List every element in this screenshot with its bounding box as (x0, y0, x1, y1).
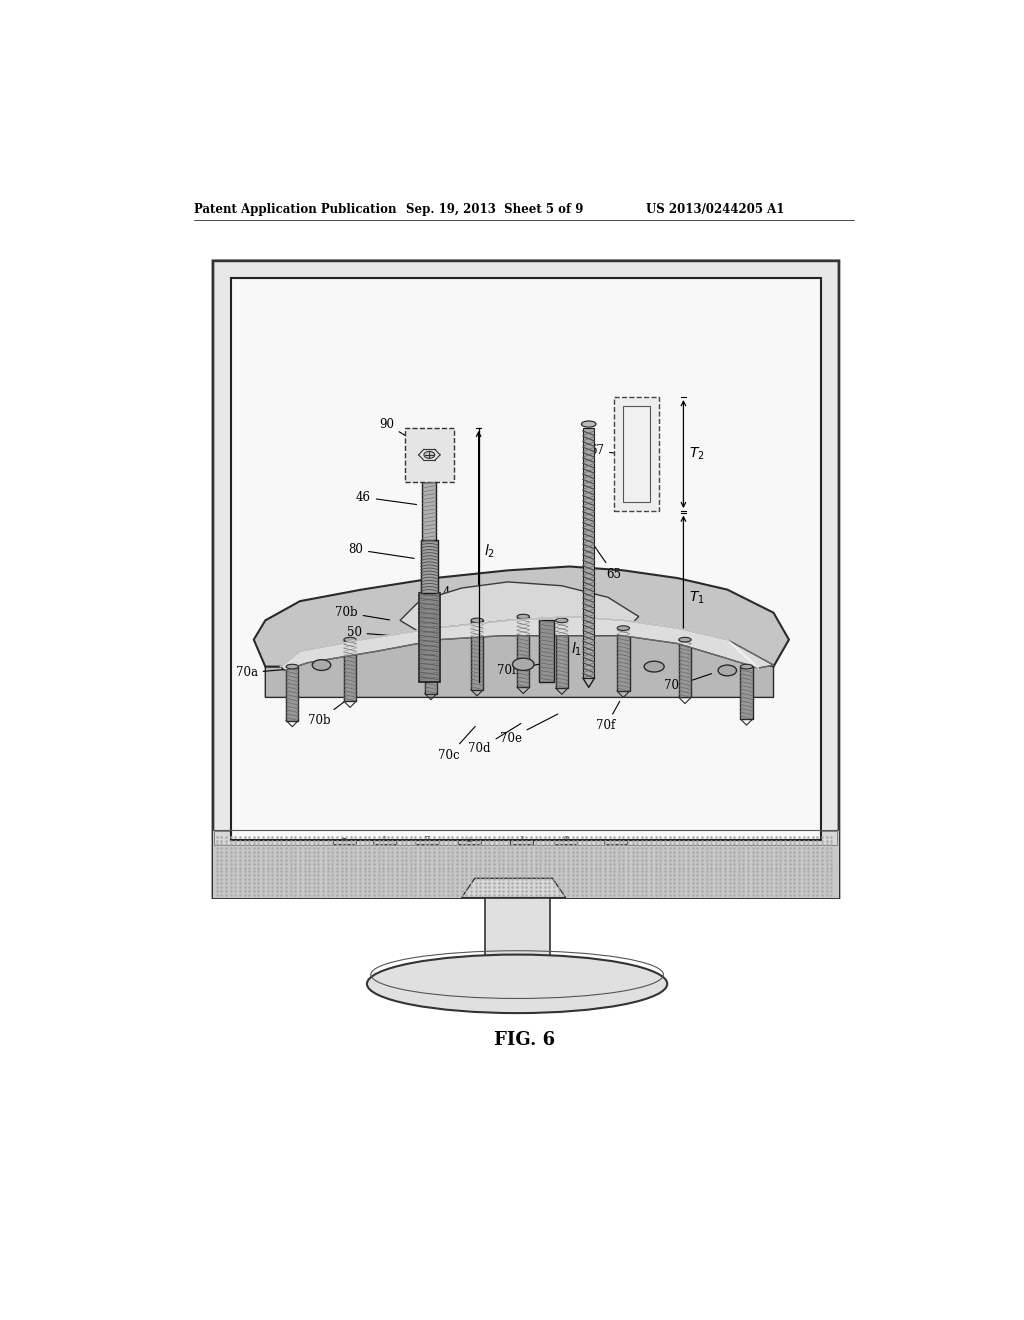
Text: Patent Application Publication: Patent Application Publication (195, 203, 397, 216)
Text: 1: 1 (383, 836, 387, 841)
Text: 50: 50 (346, 626, 413, 639)
Bar (604, 833, 628, 843)
Polygon shape (400, 582, 639, 636)
Bar (554, 833, 578, 843)
Polygon shape (462, 878, 565, 898)
Text: 46: 46 (355, 491, 417, 504)
Text: 67: 67 (589, 445, 629, 458)
Bar (404, 428, 454, 482)
Text: 2: 2 (520, 836, 523, 841)
Text: 70g: 70g (664, 673, 712, 693)
Bar (517, 616, 529, 688)
Ellipse shape (424, 451, 435, 458)
Bar (344, 640, 356, 701)
Ellipse shape (286, 664, 298, 669)
Text: 90: 90 (379, 417, 428, 450)
Ellipse shape (740, 664, 753, 669)
Text: 70e: 70e (500, 714, 558, 744)
Text: △: △ (467, 836, 472, 841)
Bar (458, 833, 481, 843)
Bar (679, 640, 691, 697)
Text: $T_1$: $T_1$ (689, 589, 705, 606)
Ellipse shape (512, 659, 535, 671)
Ellipse shape (617, 626, 630, 631)
Text: 65: 65 (594, 545, 622, 581)
Polygon shape (265, 616, 773, 697)
Text: Sep. 19, 2013  Sheet 5 of 9: Sep. 19, 2013 Sheet 5 of 9 (407, 203, 584, 216)
Bar (614, 397, 658, 511)
Bar (740, 667, 753, 719)
Text: 70c: 70c (438, 726, 475, 762)
Ellipse shape (312, 660, 331, 671)
Text: 80: 80 (348, 543, 415, 558)
Text: ◄►: ◄► (340, 836, 349, 841)
Text: US 2013/0244205 A1: US 2013/0244205 A1 (646, 203, 784, 216)
Ellipse shape (644, 661, 665, 672)
Bar (421, 540, 438, 594)
Ellipse shape (425, 626, 437, 631)
Text: 70d: 70d (468, 723, 521, 755)
Text: $l_1$: $l_1$ (571, 642, 582, 659)
Text: 70h: 70h (497, 663, 544, 677)
Text: $T_2$: $T_2$ (689, 446, 705, 462)
Text: 70b: 70b (335, 606, 389, 620)
Bar (471, 620, 483, 689)
Bar (556, 620, 568, 688)
Bar (583, 428, 595, 678)
Text: 70b: 70b (308, 700, 348, 727)
Text: $l_2$: $l_2$ (484, 543, 495, 560)
Bar (286, 667, 298, 721)
Text: ⊕: ⊕ (563, 836, 568, 841)
Bar (419, 594, 440, 682)
Ellipse shape (679, 638, 691, 642)
Bar (624, 407, 649, 502)
Ellipse shape (718, 665, 736, 676)
Bar (333, 833, 356, 843)
Ellipse shape (344, 638, 356, 642)
Text: 70f: 70f (596, 701, 620, 733)
Ellipse shape (517, 614, 529, 619)
Bar (213, 830, 839, 898)
Bar (416, 833, 438, 843)
Ellipse shape (367, 954, 668, 1014)
Bar (617, 628, 630, 692)
Bar (539, 620, 554, 682)
Text: 70a: 70a (236, 667, 290, 680)
Bar (510, 833, 534, 843)
Ellipse shape (582, 421, 596, 428)
Text: ▽: ▽ (425, 836, 429, 841)
Bar (373, 833, 396, 843)
Bar (214, 832, 838, 845)
Bar (484, 898, 550, 978)
Polygon shape (281, 616, 773, 671)
Bar (425, 628, 437, 693)
Text: 4: 4 (433, 586, 450, 618)
Ellipse shape (556, 618, 568, 623)
FancyBboxPatch shape (213, 261, 839, 898)
Bar (230, 277, 821, 840)
Text: FIG. 6: FIG. 6 (495, 1031, 555, 1049)
Ellipse shape (471, 618, 483, 623)
Bar (422, 482, 436, 540)
Polygon shape (254, 566, 788, 667)
